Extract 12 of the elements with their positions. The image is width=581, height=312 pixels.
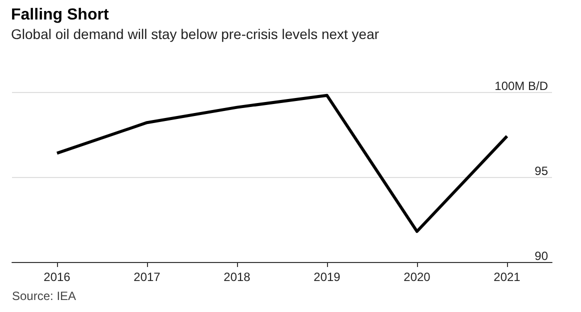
x-tick-label: 2017 [134, 270, 161, 284]
y-tick-label: 100M B/D [494, 79, 548, 93]
chart-subtitle: Global oil demand will stay below pre-crisis levels next year [11, 26, 380, 42]
x-tick-label: 2016 [44, 270, 71, 284]
y-tick-label: 90 [534, 249, 548, 263]
x-tick-label: 2018 [224, 270, 251, 284]
source-note: Source: IEA [12, 289, 76, 303]
x-tick-label: 2019 [314, 270, 341, 284]
chart-title: Falling Short [11, 6, 110, 24]
y-tick-label: 95 [534, 164, 548, 178]
x-tick-label: 2021 [494, 270, 521, 284]
x-tick-label: 2020 [404, 270, 431, 284]
